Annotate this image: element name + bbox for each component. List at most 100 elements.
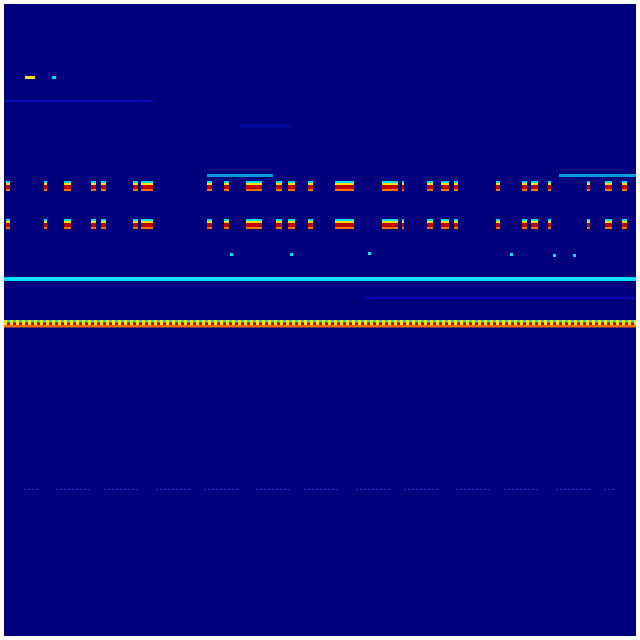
band-texture: [418, 277, 420, 281]
band-texture: [560, 277, 562, 281]
faint-dot: [180, 489, 182, 490]
band-texture: [232, 322, 235, 325]
band-texture: [586, 277, 588, 281]
band-texture: [619, 320, 622, 323]
burst: [335, 181, 354, 183]
faint-dot: [508, 489, 510, 490]
band-texture: [577, 322, 580, 325]
burst: [91, 221, 96, 223]
burst: [207, 189, 212, 191]
band-texture: [60, 277, 62, 281]
band-texture: [163, 322, 166, 325]
band-texture: [361, 320, 364, 323]
burst: [6, 223, 10, 227]
band-texture: [442, 277, 444, 281]
band-texture: [120, 277, 122, 281]
burst: [496, 227, 500, 229]
band-texture: [64, 277, 66, 281]
faint-dot: [236, 489, 238, 490]
band-texture: [130, 277, 132, 281]
band-texture: [613, 320, 616, 323]
band-texture: [130, 320, 133, 323]
band-texture: [124, 325, 127, 328]
band-texture: [211, 320, 214, 323]
band-texture: [403, 322, 406, 325]
band-texture: [607, 320, 610, 323]
band-texture: [234, 277, 236, 281]
burst: [44, 219, 47, 221]
band-texture: [110, 277, 112, 281]
band-texture: [340, 277, 342, 281]
band-texture: [391, 322, 394, 325]
band-texture: [464, 277, 466, 281]
faint-dot: [128, 489, 130, 490]
band-texture: [44, 277, 46, 281]
faint-dot: [476, 489, 478, 490]
band-texture: [8, 277, 10, 281]
band-texture: [64, 322, 67, 325]
band-texture: [19, 320, 22, 323]
burst: [6, 227, 10, 229]
band-texture: [373, 322, 376, 325]
band-texture: [610, 322, 613, 325]
band-texture: [218, 277, 220, 281]
band-texture: [349, 325, 352, 328]
band-texture: [584, 277, 586, 281]
band-texture: [394, 320, 397, 323]
burst: [133, 219, 138, 221]
band-texture: [97, 325, 100, 328]
band-texture: [187, 322, 190, 325]
band-texture: [535, 320, 538, 323]
band-texture: [208, 322, 211, 325]
band-texture: [148, 322, 151, 325]
burst: [531, 183, 538, 185]
band-texture: [428, 277, 430, 281]
band-texture: [274, 325, 277, 328]
band-texture: [398, 277, 400, 281]
band-texture: [121, 322, 124, 325]
burst: [91, 219, 96, 221]
band-texture: [277, 325, 280, 328]
band-texture: [554, 277, 556, 281]
band-texture: [320, 277, 322, 281]
band-texture: [10, 277, 12, 281]
band-texture: [182, 277, 184, 281]
faint-dot: [76, 489, 78, 490]
band-texture: [472, 325, 475, 328]
band-texture: [48, 277, 50, 281]
band-texture: [26, 277, 28, 281]
band-texture: [568, 325, 571, 328]
band-texture: [128, 277, 130, 281]
band-texture: [571, 325, 574, 328]
band-texture: [355, 325, 358, 328]
band-texture: [106, 277, 108, 281]
band-texture: [253, 320, 256, 323]
band-texture: [262, 325, 265, 328]
band-texture: [578, 277, 580, 281]
faint-dot: [280, 489, 282, 490]
band-texture: [151, 325, 154, 328]
band-texture: [331, 320, 334, 323]
band-texture: [602, 277, 604, 281]
burst: [441, 219, 449, 221]
band-texture: [295, 320, 298, 323]
dot: [368, 252, 371, 255]
band-texture: [472, 322, 475, 325]
band-texture: [118, 277, 120, 281]
burst: [441, 181, 449, 183]
band-texture: [346, 320, 349, 323]
band-texture: [126, 277, 128, 281]
band-texture: [378, 277, 380, 281]
band-texture: [74, 277, 76, 281]
burst: [25, 76, 35, 79]
band-texture: [181, 320, 184, 323]
burst: [207, 221, 212, 223]
band-texture: [151, 322, 154, 325]
burst: [382, 185, 398, 189]
band-texture: [271, 320, 274, 323]
band-texture: [614, 277, 616, 281]
band-texture: [316, 277, 318, 281]
band-texture: [272, 277, 274, 281]
band-texture: [632, 277, 634, 281]
faint-dot: [328, 489, 330, 490]
